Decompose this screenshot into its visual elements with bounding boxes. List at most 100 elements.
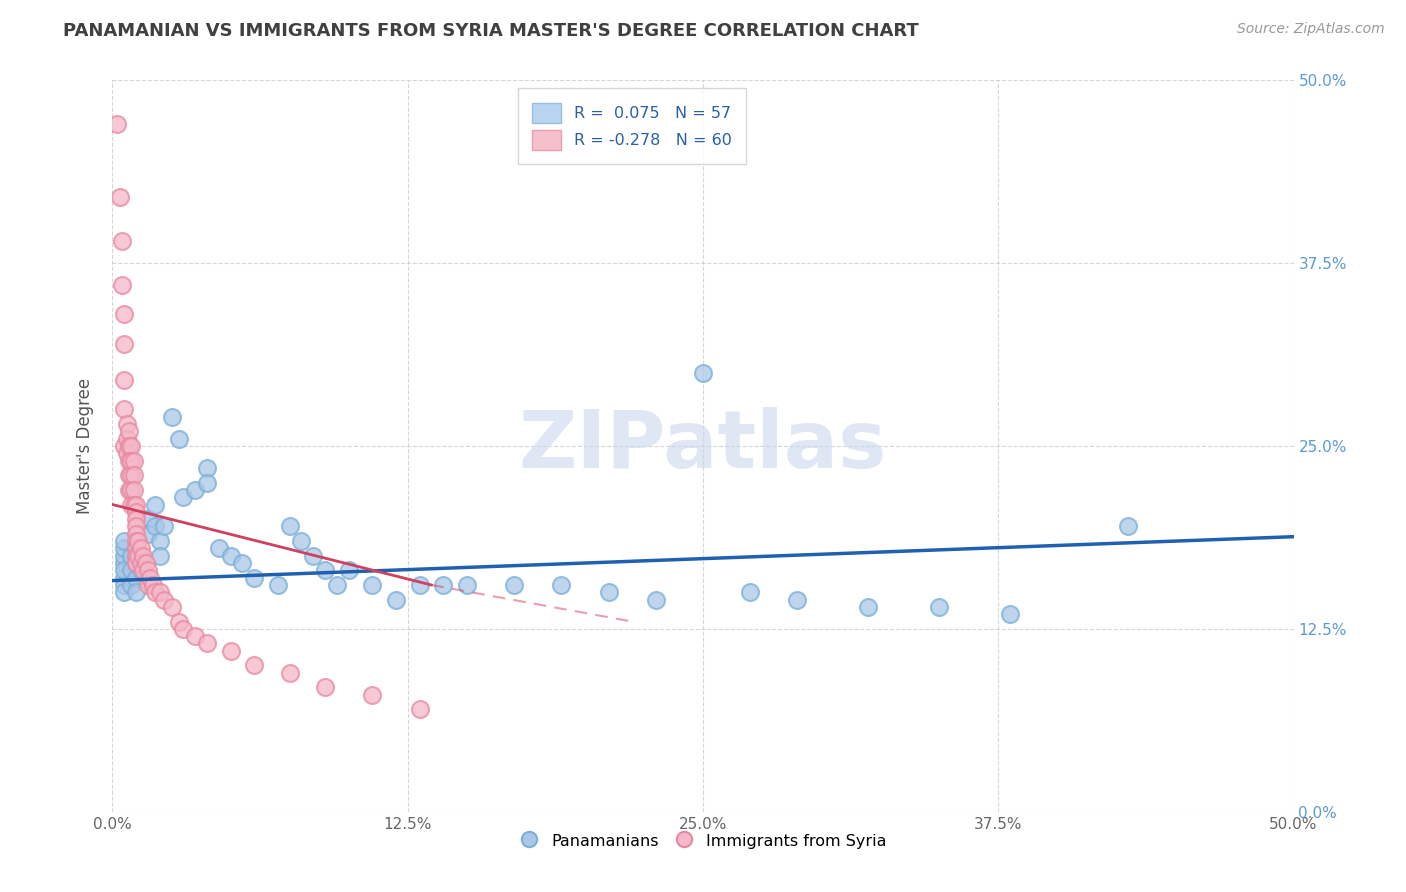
Point bbox=[326, 578, 349, 592]
Point bbox=[122, 453, 145, 467]
Text: ZIPatlas: ZIPatlas bbox=[519, 407, 887, 485]
Point bbox=[125, 549, 148, 563]
Point bbox=[112, 307, 135, 321]
Point bbox=[160, 409, 183, 424]
Point bbox=[278, 665, 301, 680]
Point bbox=[112, 336, 135, 351]
Point bbox=[125, 541, 148, 556]
Point bbox=[167, 615, 190, 629]
Point bbox=[858, 599, 880, 614]
Point bbox=[361, 688, 384, 702]
Point bbox=[1116, 519, 1139, 533]
Point bbox=[127, 549, 149, 563]
Point bbox=[125, 534, 148, 549]
Point bbox=[337, 563, 360, 577]
Point bbox=[120, 453, 142, 467]
Point bbox=[153, 592, 176, 607]
Point bbox=[142, 578, 165, 592]
Point bbox=[112, 556, 135, 570]
Point bbox=[125, 556, 148, 570]
Point bbox=[129, 563, 152, 577]
Point bbox=[160, 599, 183, 614]
Point bbox=[125, 519, 148, 533]
Point bbox=[432, 578, 454, 592]
Point bbox=[115, 417, 138, 431]
Point bbox=[112, 534, 135, 549]
Point bbox=[149, 534, 172, 549]
Point bbox=[112, 373, 135, 387]
Point bbox=[998, 607, 1021, 622]
Point bbox=[267, 578, 290, 592]
Y-axis label: Master's Degree: Master's Degree bbox=[76, 378, 94, 514]
Point bbox=[129, 549, 152, 563]
Point bbox=[125, 556, 148, 570]
Point bbox=[208, 541, 231, 556]
Text: PANAMANIAN VS IMMIGRANTS FROM SYRIA MASTER'S DEGREE CORRELATION CHART: PANAMANIAN VS IMMIGRANTS FROM SYRIA MAST… bbox=[63, 22, 920, 40]
Point bbox=[111, 278, 134, 293]
Point bbox=[120, 498, 142, 512]
Legend: Panamanians, Immigrants from Syria: Panamanians, Immigrants from Syria bbox=[512, 823, 894, 859]
Point bbox=[125, 571, 148, 585]
Text: Source: ZipAtlas.com: Source: ZipAtlas.com bbox=[1237, 22, 1385, 37]
Point bbox=[129, 541, 152, 556]
Point bbox=[408, 578, 430, 592]
Point bbox=[122, 468, 145, 483]
Point bbox=[195, 636, 218, 650]
Point bbox=[361, 578, 384, 592]
Point bbox=[153, 519, 176, 533]
Point bbox=[132, 549, 155, 563]
Point bbox=[112, 571, 135, 585]
Point bbox=[278, 519, 301, 533]
Point bbox=[108, 190, 131, 204]
Point bbox=[125, 512, 148, 526]
Point bbox=[503, 578, 526, 592]
Point bbox=[172, 490, 194, 504]
Point bbox=[195, 475, 218, 490]
Point bbox=[125, 541, 148, 556]
Point bbox=[290, 534, 312, 549]
Point bbox=[314, 563, 336, 577]
Point bbox=[111, 234, 134, 248]
Point bbox=[139, 571, 162, 585]
Point bbox=[112, 563, 135, 577]
Point bbox=[598, 585, 620, 599]
Point bbox=[385, 592, 408, 607]
Point bbox=[172, 622, 194, 636]
Point bbox=[243, 571, 266, 585]
Point bbox=[143, 519, 166, 533]
Point bbox=[115, 446, 138, 460]
Point bbox=[136, 578, 159, 592]
Point bbox=[105, 117, 128, 131]
Point bbox=[135, 556, 157, 570]
Point bbox=[550, 578, 572, 592]
Point bbox=[408, 702, 430, 716]
Point bbox=[125, 505, 148, 519]
Point bbox=[136, 526, 159, 541]
Point bbox=[118, 483, 141, 497]
Point bbox=[112, 541, 135, 556]
Point bbox=[127, 534, 149, 549]
Point bbox=[243, 658, 266, 673]
Point bbox=[120, 439, 142, 453]
Point bbox=[149, 585, 172, 599]
Point bbox=[143, 585, 166, 599]
Point bbox=[740, 585, 762, 599]
Point bbox=[118, 468, 141, 483]
Point bbox=[143, 498, 166, 512]
Point bbox=[219, 549, 242, 563]
Point bbox=[195, 461, 218, 475]
Point bbox=[112, 439, 135, 453]
Point bbox=[456, 578, 478, 592]
Point bbox=[149, 549, 172, 563]
Point bbox=[120, 578, 142, 592]
Point bbox=[184, 629, 207, 643]
Point bbox=[120, 563, 142, 577]
Point bbox=[786, 592, 808, 607]
Point bbox=[115, 432, 138, 446]
Point bbox=[928, 599, 950, 614]
Point bbox=[314, 681, 336, 695]
Point bbox=[118, 439, 141, 453]
Point bbox=[112, 402, 135, 417]
Point bbox=[125, 498, 148, 512]
Point bbox=[125, 526, 148, 541]
